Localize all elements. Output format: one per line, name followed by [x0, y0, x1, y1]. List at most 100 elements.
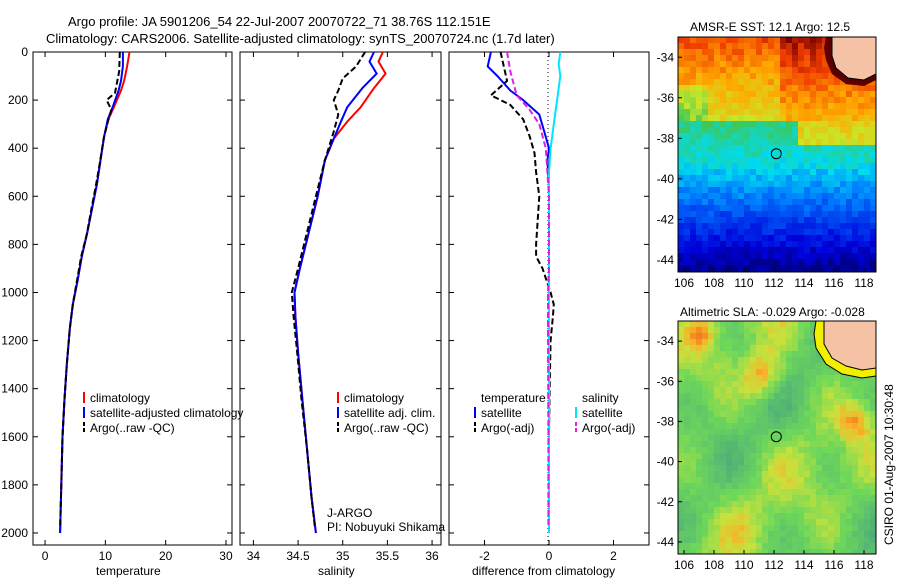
- heatmap-cell: [768, 199, 775, 206]
- heatmap-cell: [846, 495, 853, 502]
- heatmap-cell: [756, 229, 763, 236]
- heatmap-cell: [726, 61, 733, 68]
- heatmap-cell: [678, 169, 685, 176]
- heatmap-cell: [762, 253, 769, 260]
- heatmap-cell: [702, 357, 709, 364]
- heatmap-cell: [828, 405, 835, 412]
- heatmap-cell: [732, 73, 739, 80]
- heatmap-cell: [762, 321, 769, 328]
- heatmap-cell: [786, 321, 793, 328]
- heatmap-cell: [690, 435, 697, 442]
- heatmap-cell: [678, 369, 685, 376]
- heatmap-cell: [786, 519, 793, 526]
- heatmap-cell: [714, 363, 721, 370]
- heatmap-cell: [738, 61, 745, 68]
- heatmap-cell: [864, 453, 871, 460]
- heatmap-cell: [774, 387, 781, 394]
- heatmap-cell: [780, 259, 787, 266]
- heatmap-cell: [774, 61, 781, 68]
- heatmap-cell: [714, 351, 721, 358]
- heatmap-cell: [786, 49, 793, 56]
- heatmap-cell: [726, 67, 733, 74]
- heatmap-cell: [798, 453, 805, 460]
- heatmap-cell: [702, 537, 709, 544]
- heatmap-cell: [768, 543, 775, 550]
- heatmap-cell: [756, 37, 763, 44]
- heatmap-cell: [678, 199, 685, 206]
- heatmap-cell: [744, 37, 751, 44]
- heatmap-cell: [864, 393, 871, 400]
- heatmap-cell: [690, 375, 697, 382]
- heatmap-cell: [798, 199, 805, 206]
- heatmap-cell: [828, 477, 835, 484]
- y-tick-label: 1200: [1, 334, 28, 348]
- heatmap-cell: [846, 91, 853, 98]
- heatmap-cell: [690, 181, 697, 188]
- heatmap-cell: [774, 253, 781, 260]
- heatmap-cell: [798, 489, 805, 496]
- heatmap-cell: [762, 471, 769, 478]
- heatmap-cell: [828, 127, 835, 134]
- heatmap-cell: [852, 447, 859, 454]
- heatmap-cell: [696, 453, 703, 460]
- heatmap-cell: [690, 79, 697, 86]
- heatmap-cell: [702, 79, 709, 86]
- heatmap-cell: [750, 405, 757, 412]
- heatmap-cell: [720, 321, 727, 328]
- heatmap-cell: [720, 163, 727, 170]
- heatmap-cell: [810, 537, 817, 544]
- heatmap-cell: [858, 199, 865, 206]
- difference-axis-ticks: -2 0 2: [449, 51, 649, 563]
- heatmap-cell: [852, 375, 859, 382]
- heatmap-cell: [774, 513, 781, 520]
- heatmap-cell: [834, 217, 841, 224]
- heatmap-cell: [822, 417, 829, 424]
- legend-label-climatology: climatology: [90, 391, 150, 405]
- heatmap-cell: [678, 97, 685, 104]
- heatmap-cell: [732, 333, 739, 340]
- heatmap-cell: [696, 417, 703, 424]
- heatmap-cell: [756, 127, 763, 134]
- heatmap-cell: [816, 435, 823, 442]
- heatmap-cell: [870, 483, 876, 490]
- heatmap-cell: [720, 381, 727, 388]
- heatmap-cell: [720, 489, 727, 496]
- heatmap-cell: [810, 417, 817, 424]
- heatmap-cell: [708, 333, 715, 340]
- heatmap-cell: [750, 531, 757, 538]
- heatmap-cell: [720, 405, 727, 412]
- heatmap-cell: [798, 217, 805, 224]
- heatmap-cell: [756, 393, 763, 400]
- heatmap-cell: [786, 471, 793, 478]
- heatmap-cell: [720, 85, 727, 92]
- heatmap-cell: [822, 247, 829, 254]
- heatmap-cell: [768, 79, 775, 86]
- heatmap-cell: [858, 193, 865, 200]
- heatmap-cell: [864, 151, 871, 158]
- heatmap-cell: [720, 459, 727, 466]
- heatmap-cell: [846, 193, 853, 200]
- heatmap-cell: [834, 549, 841, 554]
- heatmap-cell: [684, 229, 691, 236]
- series-line-salinity-argo-adj-: [506, 52, 550, 529]
- heatmap-cell: [684, 549, 691, 554]
- heatmap-cell: [810, 259, 817, 266]
- heatmap-cell: [846, 447, 853, 454]
- heatmap-cell: [738, 387, 745, 394]
- heatmap-cell: [684, 519, 691, 526]
- heatmap-cell: [828, 223, 835, 230]
- heatmap-cell: [864, 175, 871, 182]
- heatmap-cell: [810, 97, 817, 104]
- heatmap-cell: [810, 525, 817, 532]
- heatmap-cell: [684, 67, 691, 74]
- heatmap-cell: [858, 127, 865, 134]
- heatmap-cell: [816, 537, 823, 544]
- heatmap-cell: [702, 187, 709, 194]
- heatmap-cell: [744, 265, 751, 272]
- heatmap-cell: [720, 211, 727, 218]
- heatmap-cell: [840, 537, 847, 544]
- heatmap-cell: [810, 459, 817, 466]
- heatmap-cell: [744, 61, 751, 68]
- heatmap-cell: [858, 133, 865, 140]
- heatmap-cell: [702, 163, 709, 170]
